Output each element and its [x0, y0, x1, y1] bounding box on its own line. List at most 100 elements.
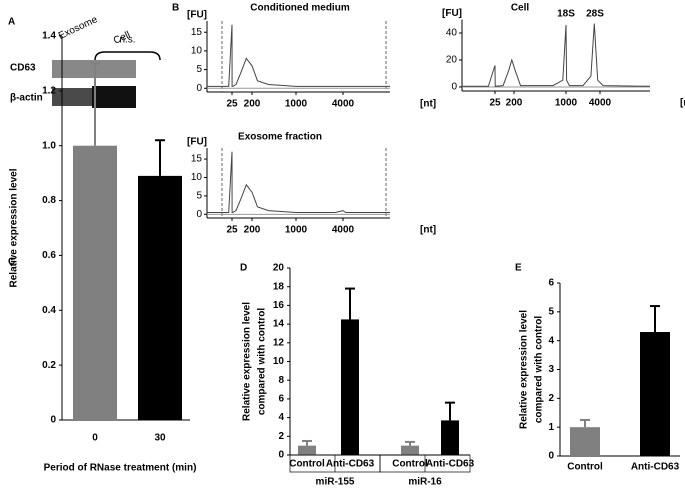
group-label: miR-16	[408, 477, 442, 488]
x-tick-label: 1000	[285, 99, 308, 110]
y-tick-label: 5	[196, 191, 202, 202]
y-tick-label: 2	[548, 393, 554, 404]
x-tick-label: 25	[226, 225, 238, 236]
peak-label: 28S	[586, 9, 604, 20]
y-axis-label: [FU]	[442, 8, 462, 19]
row-label: β-actin	[10, 93, 43, 104]
row-label: CD63	[10, 63, 36, 74]
x-axis-label: [nt]	[420, 99, 436, 110]
lane-label: Exosome	[57, 14, 100, 42]
y-tick-label: 15	[191, 27, 203, 38]
blot-band	[92, 86, 136, 108]
y-tick-label: 12	[273, 337, 285, 348]
x-tick-label: 200	[244, 99, 261, 110]
y-tick-label: 0	[548, 451, 554, 462]
trace-line	[462, 23, 651, 87]
y-tick-label: 20	[273, 263, 285, 274]
y-axis-label: [FU]	[187, 10, 207, 21]
y-tick-label: 16	[273, 300, 285, 311]
x-axis-label: Period of RNase treatment (min)	[44, 463, 197, 474]
x-tick-label: 1000	[555, 98, 578, 109]
blot-band	[52, 88, 92, 106]
y-tick-label: 0	[196, 209, 202, 220]
x-tick-label: Control	[392, 459, 428, 470]
x-tick-label: 4000	[332, 99, 355, 110]
y-tick-label: 5	[548, 306, 554, 317]
y-tick-label: 1.4	[42, 31, 56, 42]
x-axis-label: [nt]	[420, 225, 436, 236]
x-tick-label: Control	[567, 462, 603, 473]
panel-label: A	[8, 17, 15, 28]
panel-label: C	[8, 257, 15, 268]
chart-title: Conditioned medium	[250, 3, 350, 14]
y-tick-label: 6	[278, 394, 284, 405]
y-tick-label: 0	[50, 415, 56, 426]
bracket	[94, 51, 161, 61]
trace-line	[207, 151, 390, 213]
y-tick-label: 0	[278, 450, 284, 461]
y-tick-label: 1	[548, 422, 554, 433]
y-axis-label: Relative expression level	[519, 310, 530, 429]
panel-label: E	[515, 263, 522, 274]
bar	[640, 332, 670, 456]
y-tick-label: 20	[446, 55, 458, 66]
bar	[298, 445, 316, 455]
y-tick-label: 3	[548, 364, 554, 375]
x-tick-label: 25	[226, 99, 238, 110]
y-tick-label: 0.4	[42, 305, 56, 316]
annotation: n.s.	[119, 35, 135, 46]
group-label: miR-155	[316, 477, 355, 488]
y-tick-label: 10	[191, 172, 203, 183]
x-tick-label: Anti-CD63	[631, 462, 680, 473]
bar	[441, 420, 459, 455]
y-tick-label: 14	[273, 319, 285, 330]
panel-label: D	[240, 263, 247, 274]
bar	[401, 445, 419, 455]
chart-title: Exosome fraction	[238, 132, 322, 143]
trace-line	[207, 24, 390, 87]
y-tick-label: 0	[451, 82, 457, 93]
y-tick-label: 4	[278, 412, 284, 423]
y-tick-label: 6	[548, 278, 554, 289]
y-tick-label: 15	[191, 154, 203, 165]
x-tick-label: 200	[244, 225, 261, 236]
bar	[570, 427, 600, 456]
y-tick-label: 2	[278, 431, 284, 442]
x-tick-label: 4000	[589, 98, 612, 109]
y-tick-label: 0	[196, 83, 202, 94]
y-tick-label: 5	[196, 64, 202, 75]
x-tick-label: Anti-CD63	[426, 459, 475, 470]
x-tick-label: 0	[92, 433, 98, 444]
y-axis-label: compared with control	[257, 308, 268, 415]
y-tick-label: 0.8	[42, 195, 56, 206]
x-tick-label: 200	[506, 98, 523, 109]
x-tick-label: 30	[154, 433, 166, 444]
bar	[138, 175, 182, 420]
x-tick-label: Control	[289, 459, 325, 470]
y-tick-label: 1.0	[42, 140, 56, 151]
y-tick-label: 8	[278, 375, 284, 386]
bar	[341, 319, 359, 455]
panel-label: B	[172, 3, 179, 14]
y-tick-label: 40	[446, 28, 458, 39]
x-tick-label: 25	[489, 98, 501, 109]
x-axis-label: [nt]	[680, 98, 685, 109]
y-tick-label: 10	[273, 356, 285, 367]
y-tick-label: 18	[273, 281, 285, 292]
y-axis-label: Relative expression level	[9, 168, 20, 287]
y-tick-label: 4	[548, 335, 554, 346]
x-tick-label: Anti-CD63	[326, 459, 375, 470]
chart-title: Cell	[511, 3, 530, 14]
x-tick-label: 4000	[332, 225, 355, 236]
y-tick-label: 0.2	[42, 360, 56, 371]
y-axis-label: compared with control	[534, 316, 545, 423]
y-axis-label: Relative expression level	[242, 302, 253, 421]
x-tick-label: 1000	[285, 225, 308, 236]
y-tick-label: 1.2	[42, 85, 56, 96]
y-tick-label: 10	[191, 46, 203, 57]
peak-label: 18S	[557, 9, 575, 20]
y-tick-label: 0.6	[42, 250, 56, 261]
bar	[73, 145, 117, 420]
y-axis-label: [FU]	[187, 137, 207, 148]
